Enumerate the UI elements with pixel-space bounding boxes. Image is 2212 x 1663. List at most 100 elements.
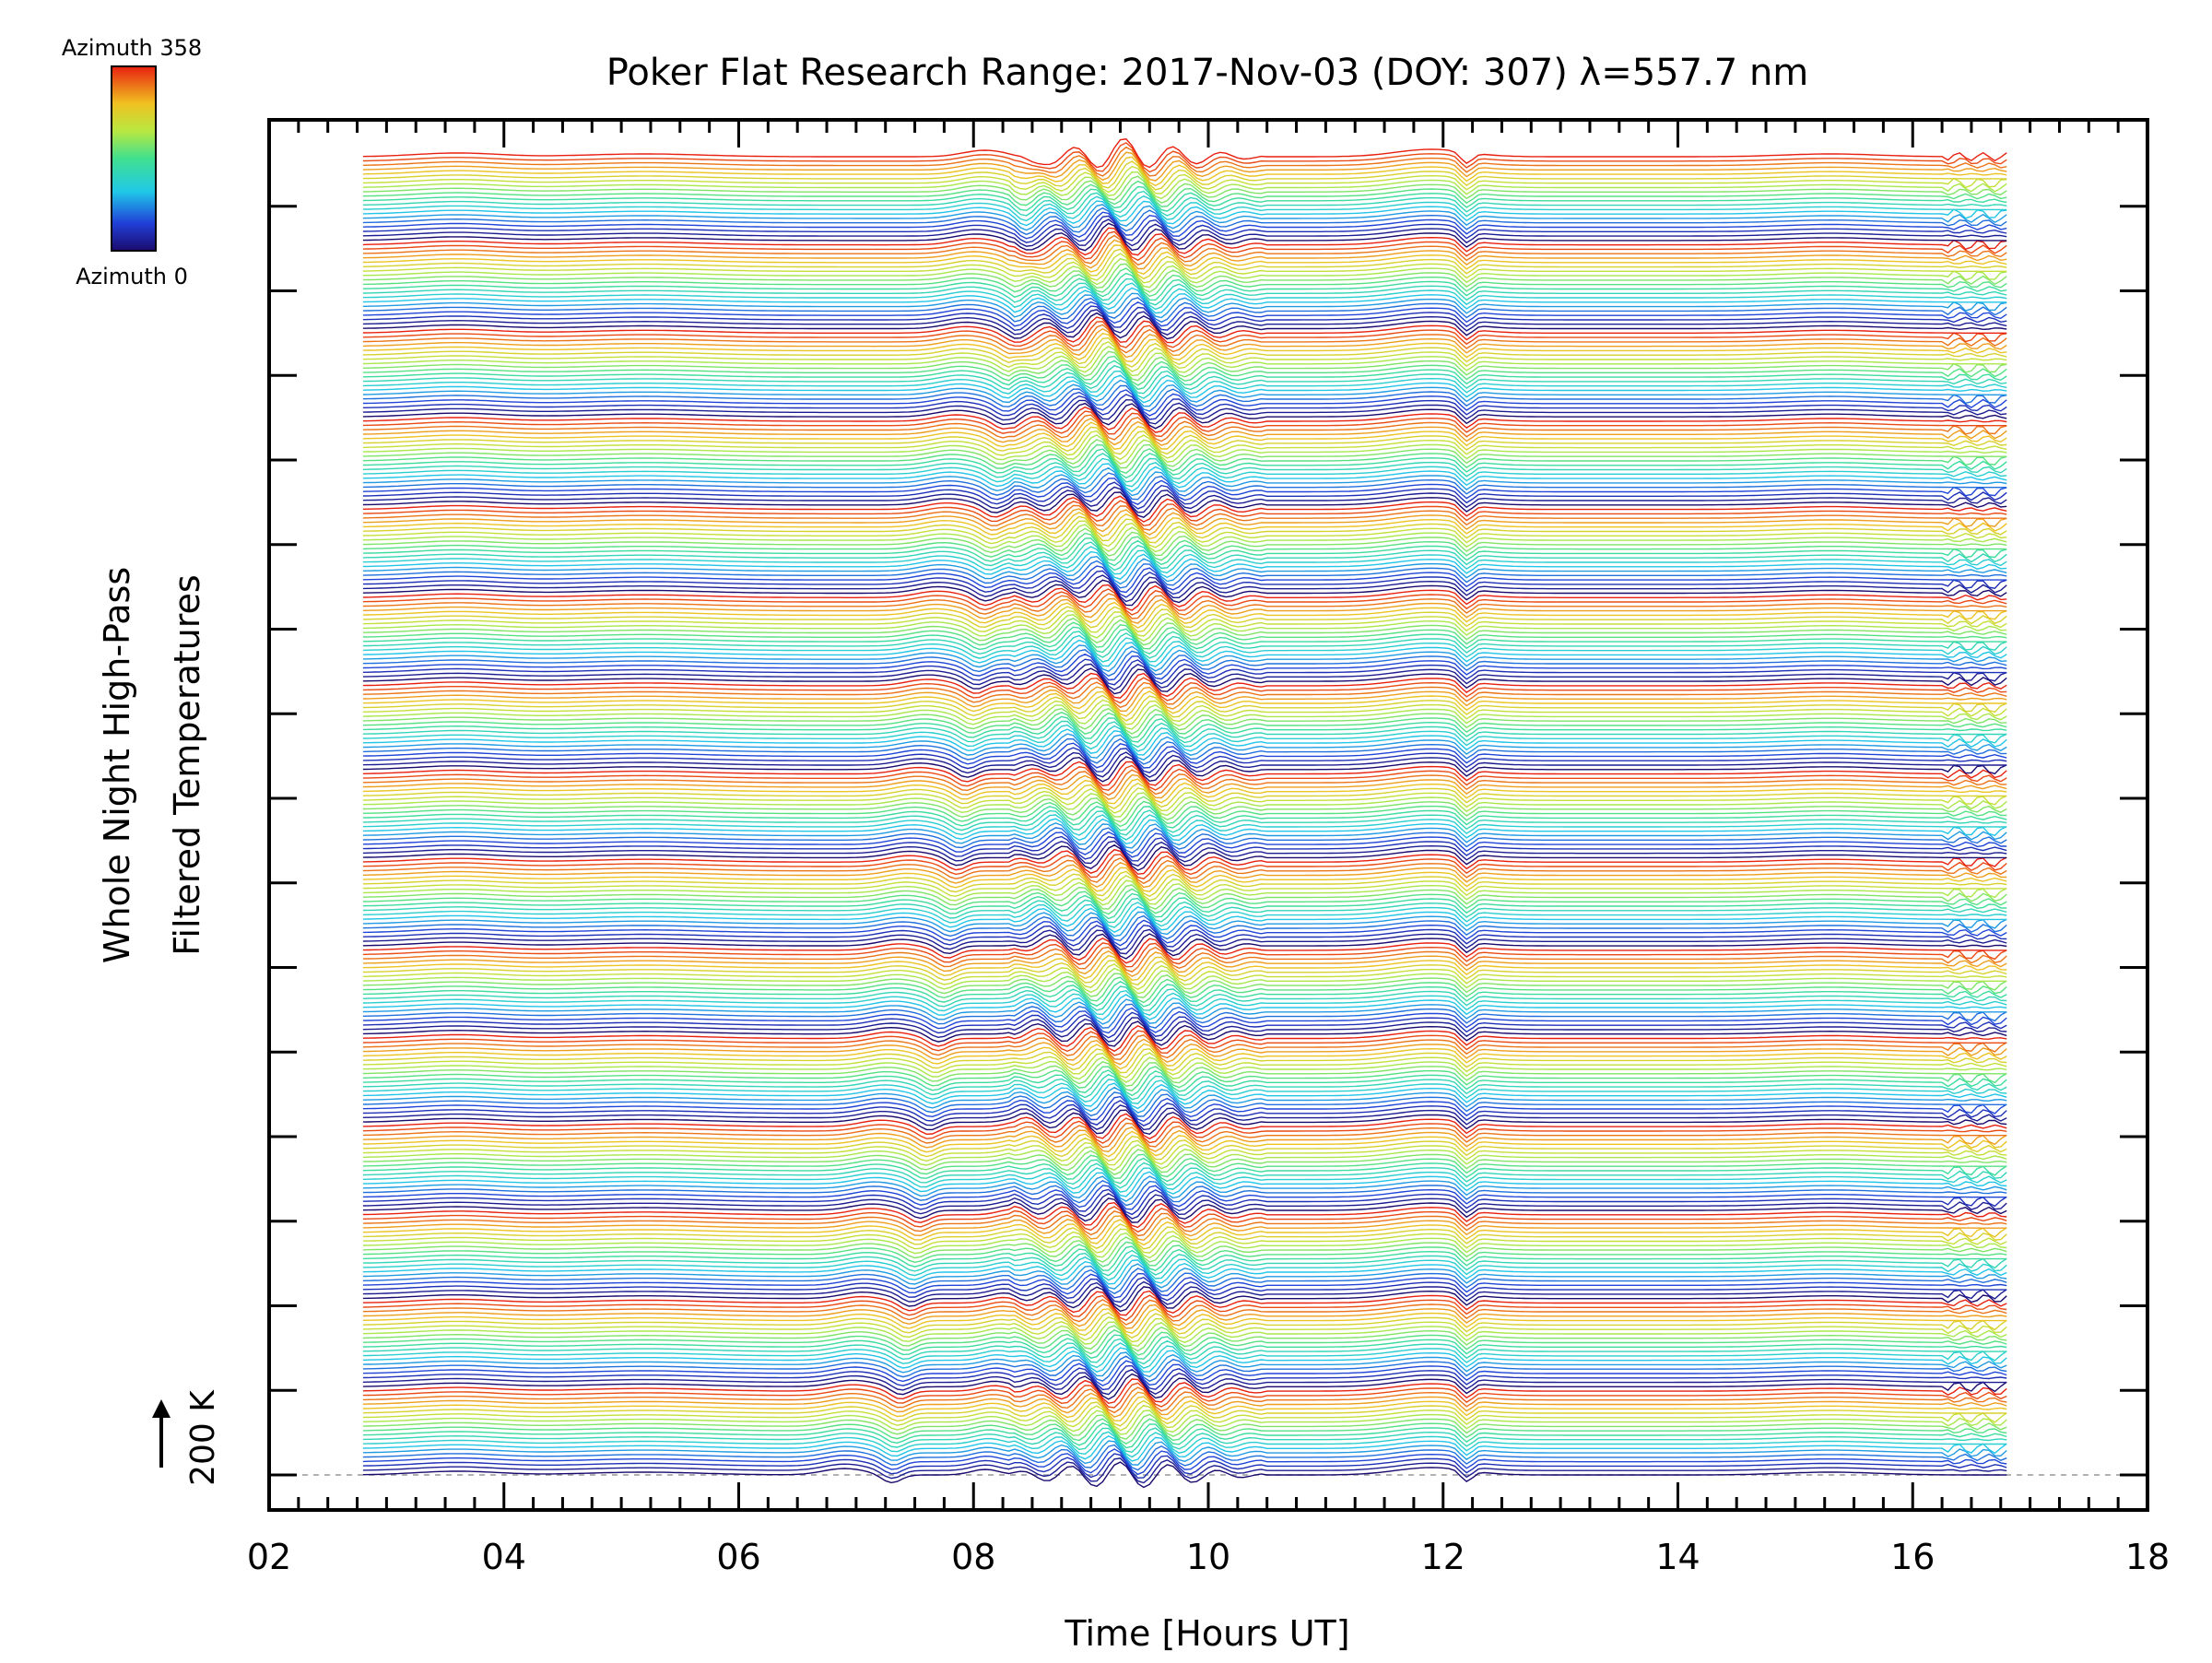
trace-line xyxy=(362,263,2007,293)
trace-line xyxy=(362,1153,2007,1180)
trace-line xyxy=(362,1185,2007,1210)
trace-line xyxy=(362,773,2007,800)
trace-line xyxy=(362,1308,2007,1335)
trace-line xyxy=(362,512,2007,540)
trace-line xyxy=(362,914,2007,942)
trace-line xyxy=(362,720,2007,749)
trace-line xyxy=(362,282,2007,311)
trace-line xyxy=(362,546,2007,575)
trace-line xyxy=(362,1312,2007,1339)
trace-line xyxy=(362,1030,2007,1056)
trace-line xyxy=(362,764,2007,792)
trace-line xyxy=(362,1130,2007,1158)
trace-line xyxy=(362,867,2007,892)
trace-line xyxy=(362,1210,2007,1237)
trace-line xyxy=(362,870,2007,897)
trace-line xyxy=(362,1382,2007,1409)
trace-line xyxy=(362,1038,2007,1066)
trace-line xyxy=(362,1188,2007,1216)
trace-line xyxy=(362,954,2007,982)
trace-group xyxy=(362,138,2007,1489)
trace-line xyxy=(362,327,2007,359)
trace-line xyxy=(362,724,2007,752)
trace-line xyxy=(362,481,2007,510)
x-tick-label: 04 xyxy=(482,1537,526,1577)
trace-line xyxy=(362,949,2007,977)
trace-line xyxy=(362,500,2007,527)
trace-line xyxy=(362,421,2007,450)
trace-line xyxy=(362,782,2007,810)
trace-line xyxy=(362,737,2007,765)
trace-line xyxy=(362,1056,2007,1083)
trace-line xyxy=(362,443,2007,475)
trace-line xyxy=(362,818,2007,845)
trace-line xyxy=(362,1263,2007,1290)
trace-line xyxy=(362,1434,2007,1462)
trace-line xyxy=(362,1440,2007,1466)
trace-line xyxy=(362,663,2007,690)
trace-line xyxy=(362,787,2007,814)
y-axis-label: Whole Night High-Pass Filtered Temperatu… xyxy=(97,567,207,963)
trace-line xyxy=(362,227,2007,256)
trace-line xyxy=(362,165,2007,195)
trace-line xyxy=(362,699,2007,725)
trace-line xyxy=(362,277,2007,306)
trace-line xyxy=(362,1347,2007,1373)
trace-line xyxy=(362,742,2007,769)
trace-line xyxy=(362,1095,2007,1123)
trace-line xyxy=(362,933,2007,960)
trace-line xyxy=(362,1431,2007,1458)
trace-line xyxy=(362,1079,2007,1104)
trace-line xyxy=(362,1351,2007,1378)
trace-line xyxy=(362,406,2007,433)
trace-line xyxy=(362,1091,2007,1117)
x-ticks xyxy=(267,120,2149,1510)
trace-line xyxy=(362,453,2007,483)
trace-line xyxy=(362,588,2007,616)
trace-line xyxy=(362,606,2007,633)
trace-line xyxy=(362,843,2007,871)
trace-line xyxy=(362,1457,2007,1484)
trace-line xyxy=(362,478,2007,506)
trace-line xyxy=(362,384,2007,412)
trace-line xyxy=(362,1396,2007,1421)
trace-line xyxy=(362,1104,2007,1131)
trace-line xyxy=(362,835,2007,862)
trace-line xyxy=(362,911,2007,938)
x-tick-label: 18 xyxy=(2125,1537,2170,1577)
trace-line xyxy=(362,1175,2007,1202)
trace-line xyxy=(362,1368,2007,1396)
trace-line xyxy=(362,532,2007,561)
trace-line xyxy=(362,1034,2007,1060)
colorbar-top-label: Azimuth 358 xyxy=(62,35,202,61)
trace-line xyxy=(362,555,2007,585)
trace-line xyxy=(362,1321,2007,1348)
trace-line xyxy=(362,1149,2007,1176)
trace-line xyxy=(362,321,2007,348)
trace-line xyxy=(362,504,2007,531)
trace-line xyxy=(362,756,2007,783)
trace-line xyxy=(362,1391,2007,1418)
trace-line xyxy=(362,1232,2007,1259)
trace-line xyxy=(362,621,2007,650)
trace-line xyxy=(362,1448,2007,1476)
trace-line xyxy=(362,495,2007,523)
trace-line xyxy=(362,570,2007,598)
trace-line xyxy=(362,345,2007,377)
trace-line xyxy=(362,1052,2007,1079)
trace-line xyxy=(362,370,2007,399)
trace-line xyxy=(362,644,2007,672)
trace-line xyxy=(362,618,2007,646)
trace-line xyxy=(362,1122,2007,1149)
trace-line xyxy=(362,631,2007,659)
trace-line xyxy=(362,690,2007,717)
trace-line xyxy=(362,827,2007,855)
trace-line xyxy=(362,677,2007,704)
trace-line xyxy=(362,1427,2007,1453)
trace-line xyxy=(362,1268,2007,1295)
trace-line xyxy=(362,316,2007,344)
trace-line xyxy=(362,649,2007,678)
trace-line xyxy=(362,398,2007,425)
trace-line xyxy=(362,973,2007,998)
trace-line xyxy=(362,1328,2007,1356)
